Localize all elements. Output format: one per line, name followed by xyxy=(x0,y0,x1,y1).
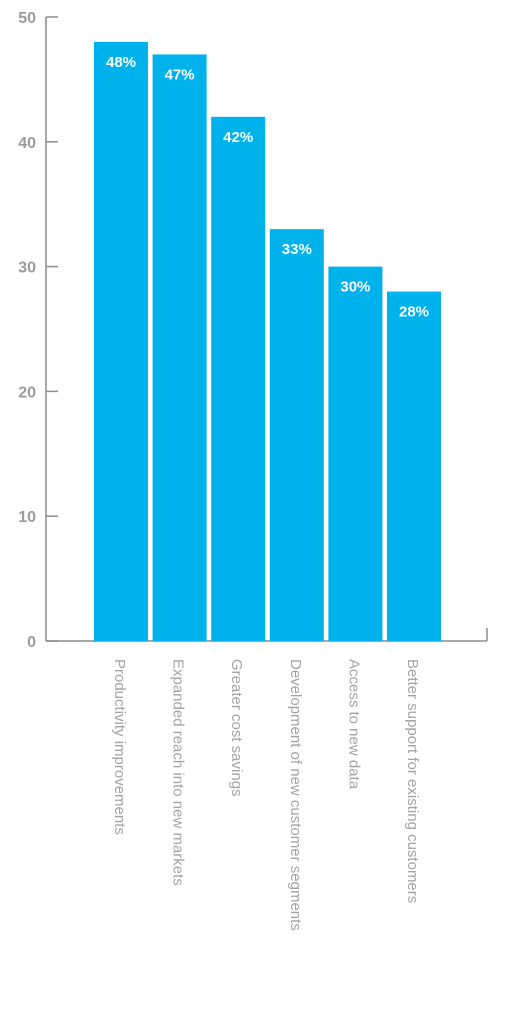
y-tick-label: 30 xyxy=(18,260,36,277)
y-tick-label: 50 xyxy=(18,10,36,27)
data-label: 42% xyxy=(223,129,253,146)
bar xyxy=(269,229,324,641)
category-label: Better support for existing customers xyxy=(404,659,421,903)
y-tick-label: 0 xyxy=(27,634,36,651)
y-axis: 0 10 20 30 40 50 xyxy=(18,10,58,651)
y-tick-label: 20 xyxy=(18,384,36,401)
bar xyxy=(152,54,207,641)
category-label: Productivity improvements xyxy=(111,659,128,835)
data-label: 28% xyxy=(399,304,429,321)
data-label: 48% xyxy=(106,54,136,71)
category-label: Greater cost savings xyxy=(228,659,245,797)
category-label: Access to new data xyxy=(345,659,362,790)
bars xyxy=(94,41,441,642)
category-label: Development of new customer segments xyxy=(287,659,304,931)
data-labels: 48% 47% 42% 33% 30% 28% xyxy=(106,54,429,321)
y-tick-label: 10 xyxy=(18,509,36,526)
category-labels: Productivity improvements Expanded reach … xyxy=(111,659,421,931)
bar xyxy=(328,266,383,641)
bar xyxy=(387,291,441,641)
bar xyxy=(211,116,266,642)
bar xyxy=(94,41,148,641)
category-label: Expanded reach into new markets xyxy=(170,659,187,886)
data-label: 33% xyxy=(282,241,312,258)
data-label: 47% xyxy=(165,66,195,83)
y-tick-label: 40 xyxy=(18,135,36,152)
data-label: 30% xyxy=(340,279,370,296)
